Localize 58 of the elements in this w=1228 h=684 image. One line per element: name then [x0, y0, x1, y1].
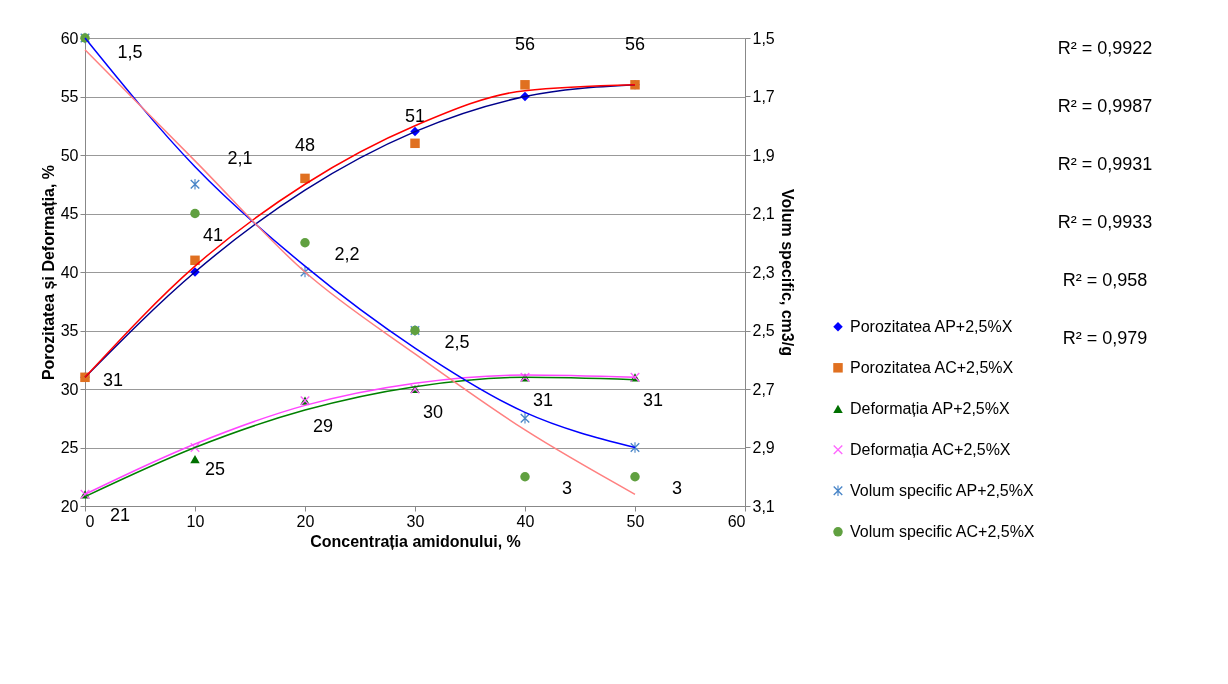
y-tick-label: 50	[60, 146, 79, 164]
data-label: 2,1	[227, 147, 253, 168]
data-label: 31	[102, 370, 124, 391]
y2-tick-label: 2,1	[752, 205, 775, 222]
y2-tick-label: 1,5	[752, 29, 775, 47]
y-axis-title: Porozitatea și Deformația, %	[39, 164, 57, 381]
data-label: 41	[202, 225, 224, 246]
data-label: 2,5	[444, 331, 470, 352]
y2-tick-label: 2,7	[752, 380, 775, 398]
y-tick-label: 35	[60, 322, 79, 339]
legend-label: Porozitatea AC+2,5%X	[850, 358, 1014, 376]
data-label: 2,2	[334, 243, 360, 264]
data-label: 3	[561, 477, 573, 498]
y2-tick-label: 3,1	[752, 497, 775, 515]
x-tick-label: 60	[727, 512, 746, 530]
data-label: 31	[532, 390, 554, 411]
data-label: 3	[671, 477, 683, 498]
data-label: 56	[624, 33, 646, 54]
text: R² = 0,979	[1062, 328, 1148, 348]
legend-label: Volum specific AC+2,5%X	[850, 522, 1035, 540]
y-tick-label: 30	[60, 380, 79, 398]
x-tick-label: 10	[186, 512, 205, 530]
text: R² = 0,9933	[1057, 212, 1153, 232]
legend-label: Deformația AP+2,5%X	[850, 399, 1010, 417]
y-tick-label: 25	[60, 439, 79, 456]
data-label: 56	[514, 33, 536, 54]
text: R² = 0,9922	[1057, 38, 1153, 58]
data-label: 25	[204, 458, 226, 479]
data-label: 48	[294, 135, 316, 156]
data-label: 21	[109, 505, 131, 526]
text: R² = 0,958	[1062, 270, 1148, 290]
legend-label: Porozitatea AP+2,5%X	[850, 317, 1013, 335]
y-tick-label: 45	[60, 205, 79, 222]
data-label: 1,5	[117, 42, 143, 62]
x-tick-label: 50	[626, 512, 645, 530]
legend-label: Deformația AC+2,5%X	[850, 440, 1011, 458]
x-tick-label: 40	[516, 512, 535, 530]
data-label: 29	[312, 415, 334, 436]
x-tick-label: 20	[296, 512, 315, 530]
data-label: 31	[642, 390, 664, 411]
y2-tick-label: 2,3	[752, 263, 775, 281]
text: R² = 0,9931	[1057, 154, 1153, 174]
legend-label: Volum specific AP+2,5%X	[850, 481, 1034, 499]
y-tick-label: 55	[60, 88, 79, 105]
y2-tick-label: 2,5	[752, 322, 775, 339]
y2-tick-label: 1,9	[752, 146, 775, 164]
y-tick-label: 20	[60, 497, 79, 515]
data-label: 30	[422, 402, 444, 422]
y2-tick-label: 2,9	[752, 439, 775, 456]
data-label: 51	[404, 106, 426, 127]
x-tick-label: 30	[406, 512, 425, 530]
text: R² = 0,9987	[1057, 96, 1153, 116]
x-tick-label: 0	[85, 512, 95, 530]
y-tick-label: 40	[60, 263, 79, 281]
y2-axis-title: Volum specific, cm3/g	[778, 189, 796, 356]
x-axis-title: Concentrația amidonului, %	[310, 532, 521, 550]
y-tick-label: 60	[60, 29, 79, 47]
y2-tick-label: 1,7	[752, 88, 775, 105]
